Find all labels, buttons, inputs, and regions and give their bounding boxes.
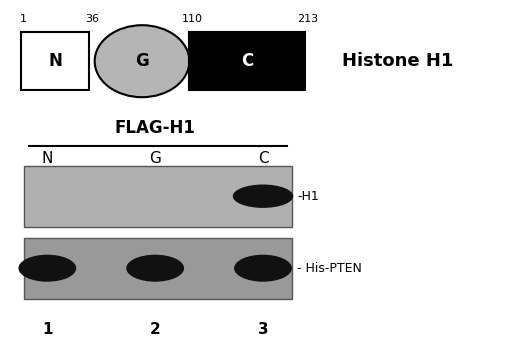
Text: 1: 1 — [42, 322, 53, 337]
Text: FLAG-H1: FLAG-H1 — [115, 119, 196, 137]
Text: 110: 110 — [181, 14, 203, 24]
Text: - His-PTEN: - His-PTEN — [297, 262, 362, 275]
Ellipse shape — [18, 255, 76, 282]
Text: 36: 36 — [85, 14, 99, 24]
Ellipse shape — [234, 255, 292, 282]
Ellipse shape — [126, 255, 184, 282]
Bar — [24, 238, 292, 299]
Text: G: G — [135, 52, 149, 70]
Text: 1: 1 — [20, 14, 27, 24]
Text: 2: 2 — [150, 322, 160, 337]
Ellipse shape — [232, 184, 294, 208]
Text: C: C — [258, 151, 268, 166]
Text: -H1: -H1 — [297, 190, 319, 203]
Bar — [21, 32, 89, 90]
Text: 3: 3 — [258, 322, 268, 337]
Bar — [189, 32, 305, 90]
Text: Histone H1: Histone H1 — [342, 52, 453, 70]
Text: G: G — [149, 151, 161, 166]
Text: 213: 213 — [297, 14, 318, 24]
Ellipse shape — [95, 25, 189, 97]
Bar — [24, 166, 292, 227]
Text: C: C — [241, 52, 254, 70]
Text: N: N — [48, 52, 62, 70]
Text: N: N — [42, 151, 53, 166]
